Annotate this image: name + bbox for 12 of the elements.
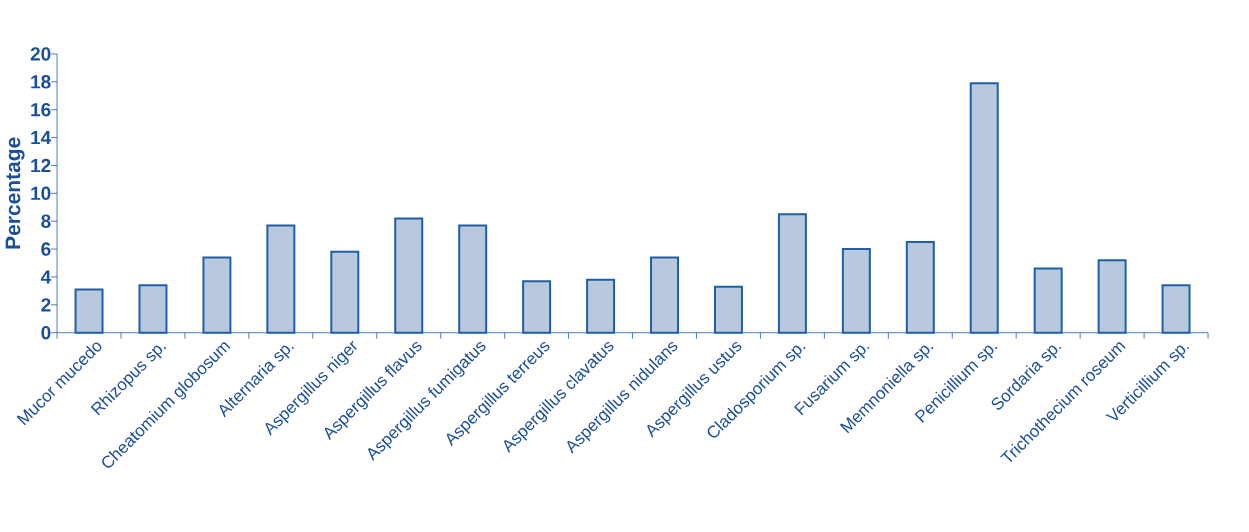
y-tick-label: 2: [41, 298, 51, 312]
y-tick-label: 4: [40, 270, 52, 284]
y-tick-label: 20: [30, 47, 51, 61]
y-tick-label: 8: [41, 214, 51, 229]
y-tick-label: 18: [31, 75, 51, 89]
y-axis-title: Percentage: [5, 137, 25, 249]
y-tick-label: 6: [41, 242, 51, 257]
y-tick-label: 16: [31, 103, 51, 117]
y-tick-label: 0: [41, 326, 51, 340]
y-tick-label: 12: [31, 159, 51, 173]
y-tick-label: 10: [31, 186, 51, 201]
y-tick-label: 14: [31, 131, 52, 145]
